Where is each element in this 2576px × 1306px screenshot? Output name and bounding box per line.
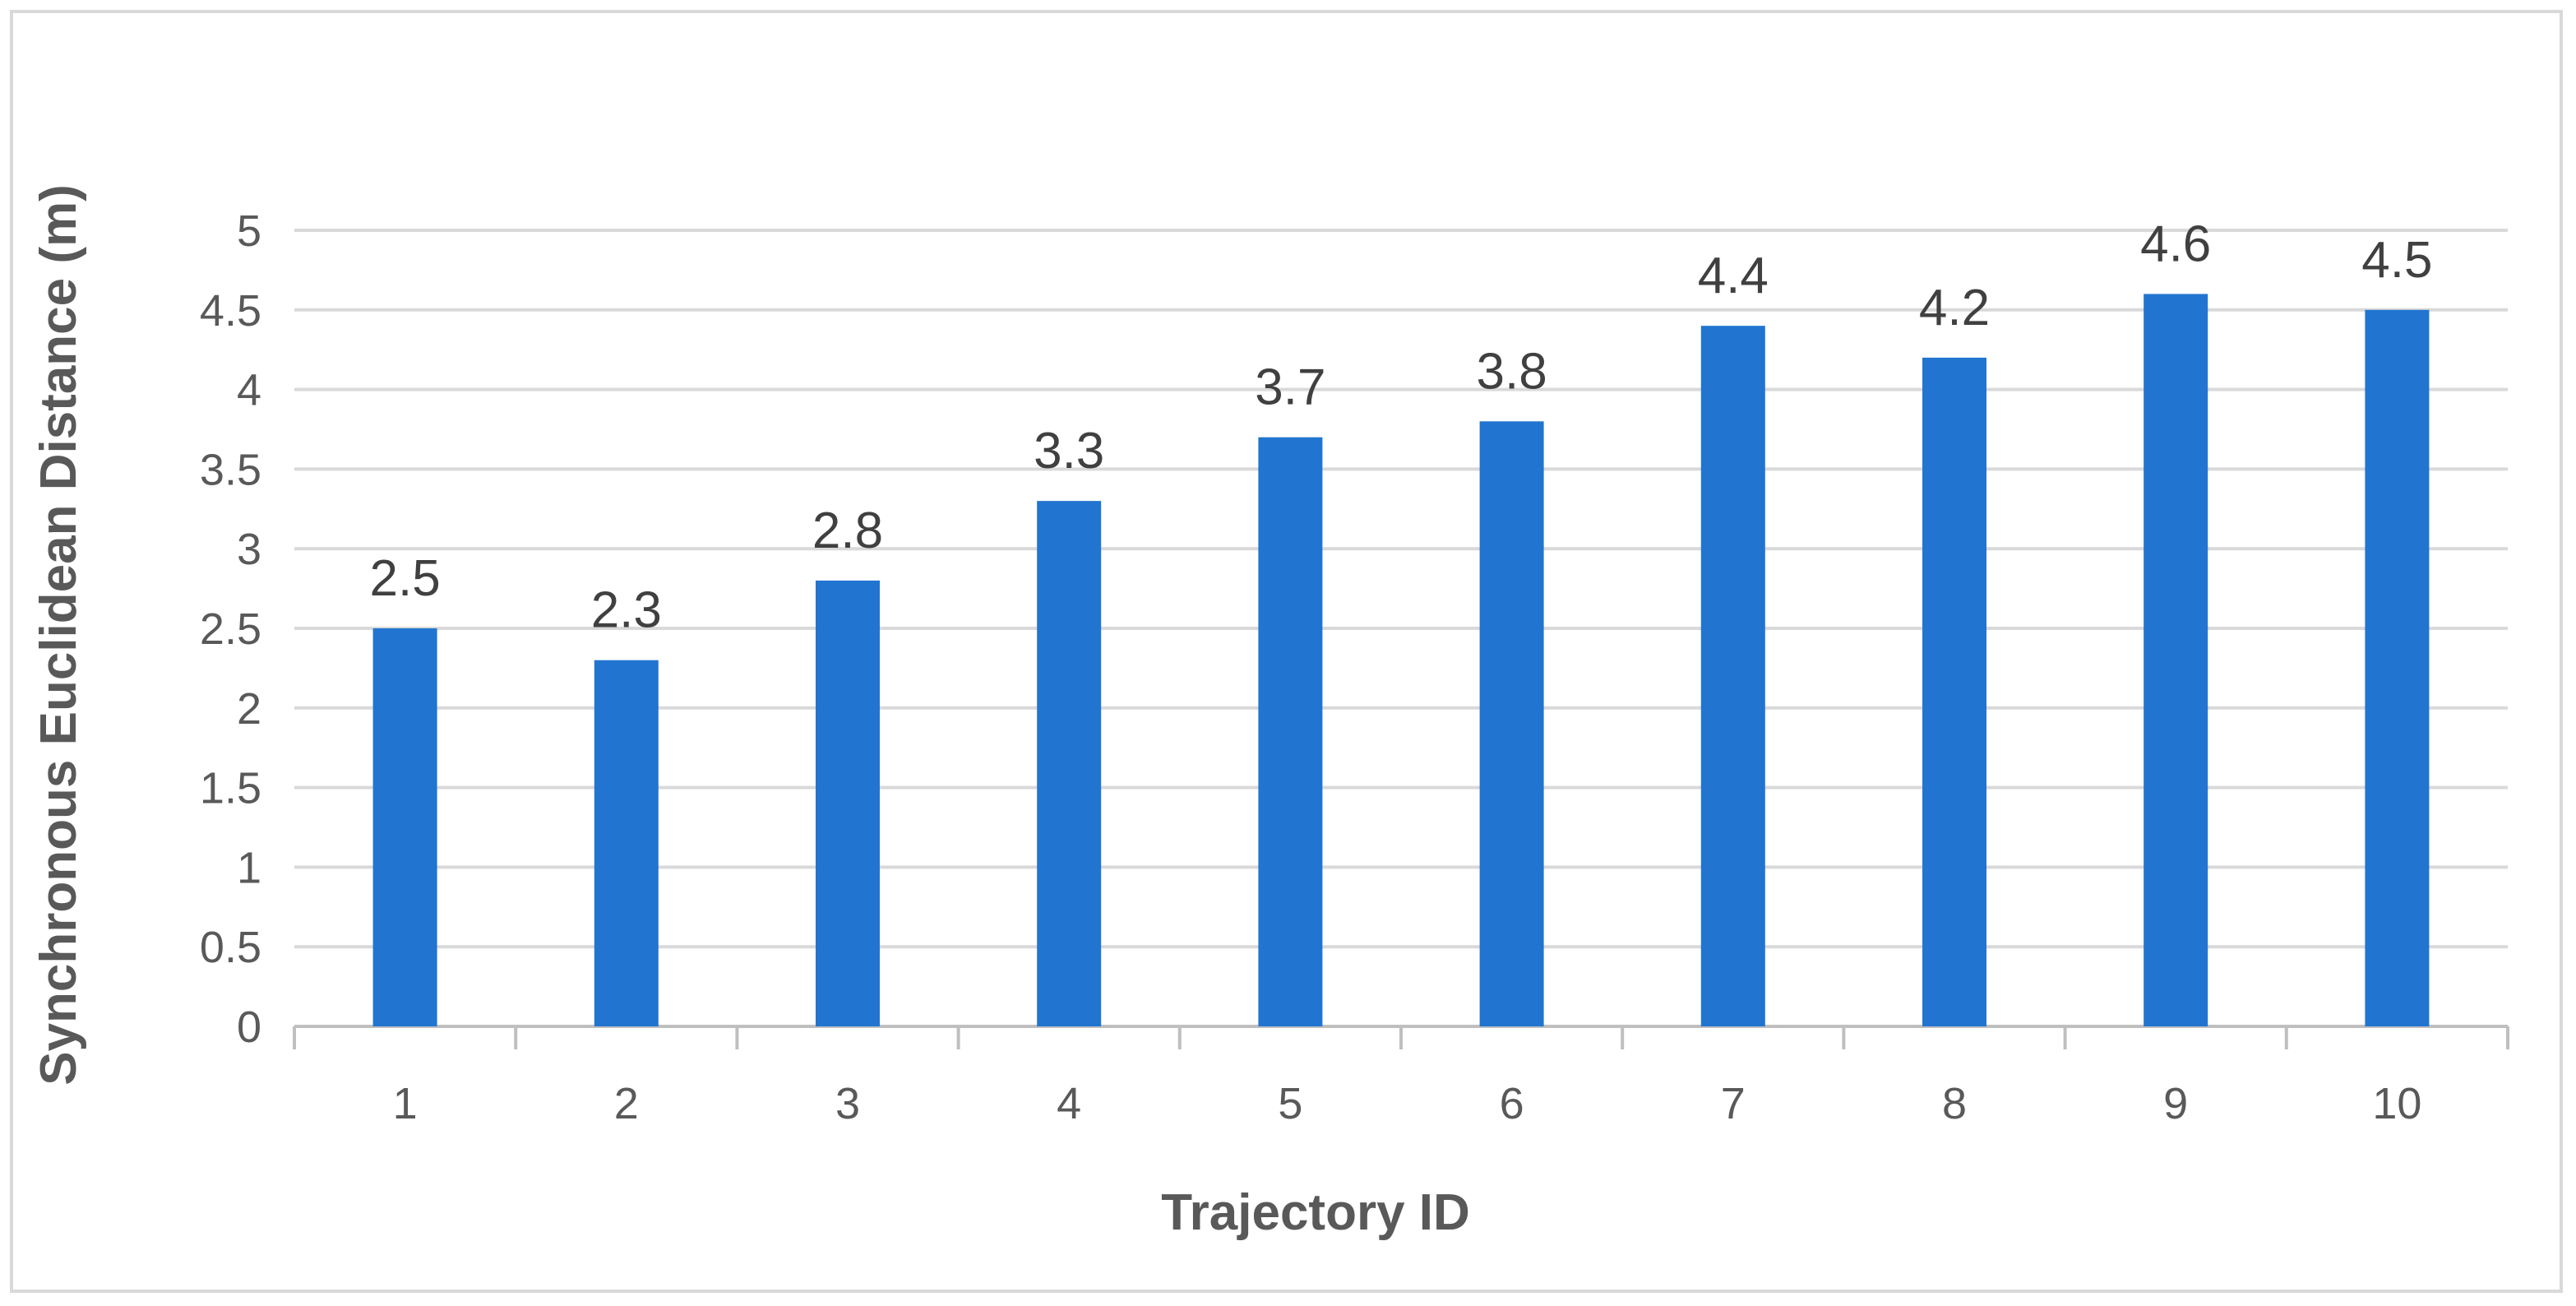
- y-tick-label: 3.5: [200, 445, 261, 494]
- bar-10: [2365, 309, 2430, 1026]
- x-tick-label-4: 4: [1057, 1079, 1081, 1128]
- y-tick-label: 4: [237, 366, 261, 415]
- y-axis-title: Synchronous Euclidean Distance (m): [30, 184, 87, 1086]
- bars: [372, 294, 2430, 1026]
- bar-8: [1922, 357, 1986, 1026]
- bar-3: [816, 580, 880, 1026]
- gridlines: [294, 229, 2508, 949]
- data-label-4: 3.3: [1034, 423, 1104, 479]
- data-label-3: 2.8: [812, 502, 883, 559]
- data-label-10: 4.5: [2361, 232, 2432, 289]
- bar-7: [1700, 326, 1765, 1026]
- x-tick-label-10: 10: [2372, 1079, 2421, 1128]
- bar-2: [594, 660, 659, 1026]
- x-tick-label-7: 7: [1721, 1079, 1746, 1128]
- x-tick-label-5: 5: [1278, 1079, 1302, 1128]
- x-tick-label-1: 1: [393, 1079, 418, 1128]
- x-tick-label-8: 8: [1942, 1079, 1967, 1128]
- y-tick-label: 1.5: [200, 764, 261, 813]
- data-label-1: 2.5: [369, 550, 440, 607]
- x-tick-label-3: 3: [835, 1079, 860, 1128]
- y-tick-label: 0: [237, 1003, 261, 1052]
- data-label-8: 4.2: [1919, 280, 1990, 336]
- y-tick-label: 2.5: [200, 604, 261, 654]
- x-tick-labels: 1 2 3 4 5 6 7 8 9 10: [393, 1079, 2422, 1128]
- x-tick-label-6: 6: [1500, 1079, 1524, 1128]
- data-label-2: 2.3: [591, 582, 662, 639]
- x-tick-label-2: 2: [614, 1079, 639, 1128]
- bar-4: [1037, 501, 1102, 1026]
- y-tick-label: 4.5: [200, 286, 261, 336]
- bar-1: [372, 628, 437, 1026]
- data-label-7: 4.4: [1698, 248, 1769, 304]
- x-axis: [293, 1025, 2509, 1049]
- y-tick-label: 3: [237, 525, 261, 574]
- data-label-5: 3.7: [1255, 359, 1325, 416]
- y-tick-label: 5: [237, 206, 261, 256]
- x-tick-label-9: 9: [2163, 1079, 2188, 1128]
- y-tick-label: 0.5: [200, 923, 261, 972]
- data-labels: 2.5 2.3 2.8 3.3 3.7 3.8 4.4 4.2 4.6 4.5: [369, 215, 2432, 638]
- x-axis-title: Trajectory ID: [1161, 1184, 1470, 1241]
- data-label-9: 4.6: [2140, 215, 2211, 272]
- data-label-6: 3.8: [1476, 343, 1547, 400]
- y-tick-labels: 0 0.5 1 1.5 2 2.5 3 3.5 4 4.5 5: [200, 206, 261, 1052]
- bar-6: [1479, 421, 1544, 1026]
- bar-5: [1258, 437, 1323, 1026]
- y-tick-label: 2: [237, 684, 261, 734]
- y-tick-label: 1: [237, 843, 261, 892]
- bar-9: [2144, 294, 2208, 1026]
